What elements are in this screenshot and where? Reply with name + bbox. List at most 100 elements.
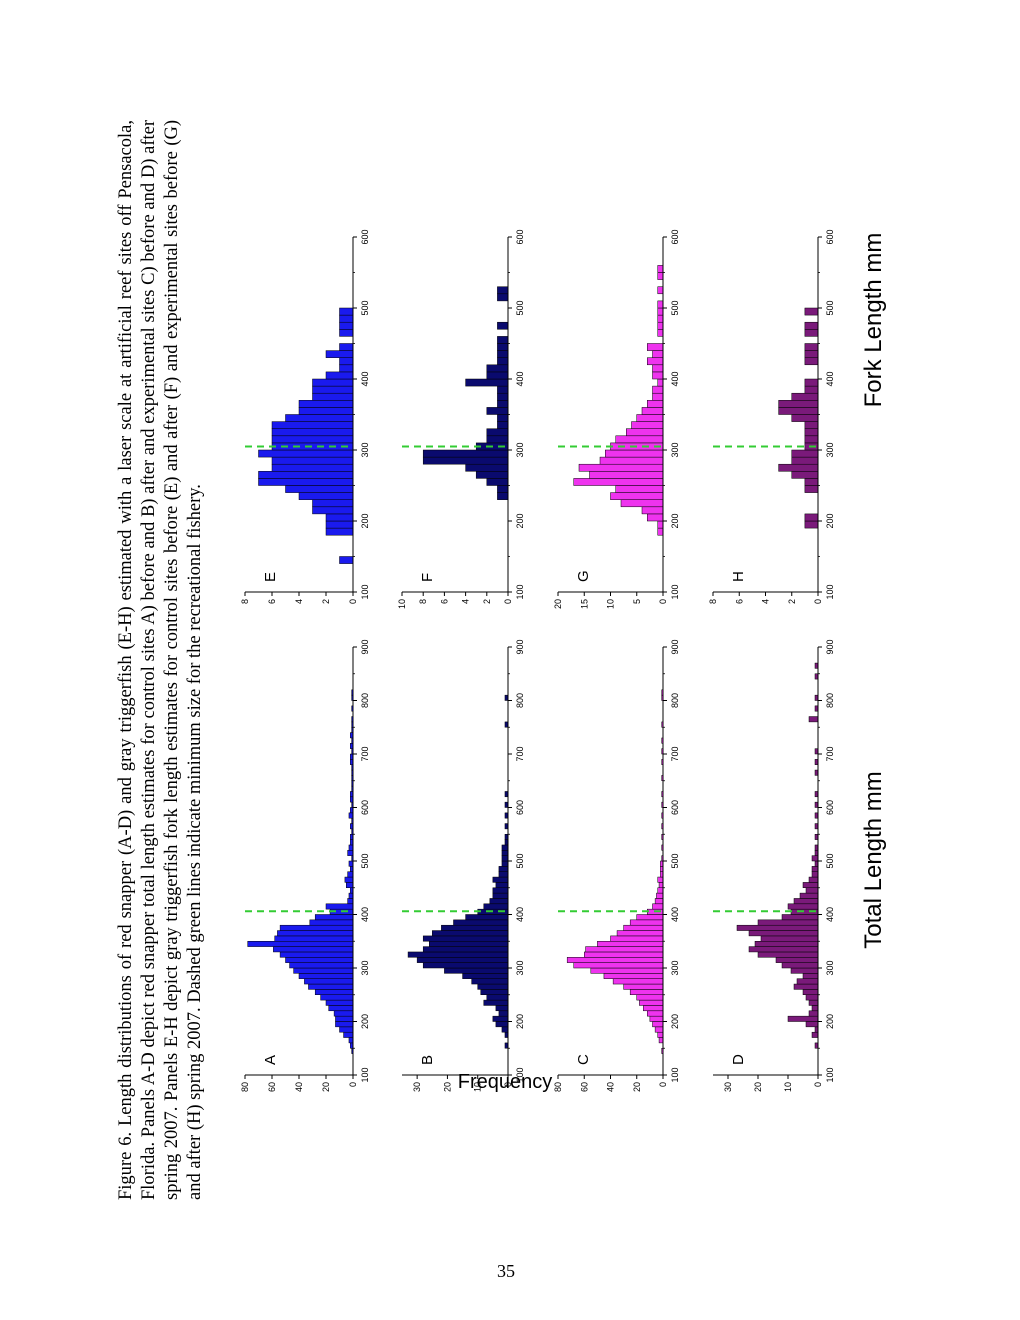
panel-e-x-tick-label: 500	[360, 300, 370, 315]
panel-d-x-tick-label: 500	[825, 853, 835, 868]
panel-a-bar	[343, 1031, 354, 1038]
panel-b-bar	[498, 1010, 509, 1017]
panel-b-bar	[416, 957, 509, 963]
panel-d-bar	[805, 994, 819, 1001]
panel-b-bar	[422, 946, 509, 953]
panel-e-bar	[271, 435, 354, 444]
panel-c-bar	[649, 1015, 664, 1022]
panel-d-bar	[796, 978, 819, 985]
panel-c-bar	[657, 876, 664, 883]
panel-h-bar	[804, 357, 819, 366]
panel-c-bar	[657, 1031, 664, 1038]
panel-d-bar	[808, 876, 819, 883]
panel-h-bar	[804, 421, 819, 429]
panel-c-bar	[654, 898, 664, 905]
panel-a-x-tick-label: 500	[360, 853, 370, 868]
panel-d-x-tick-label: 700	[825, 746, 835, 761]
panel-c-bar	[612, 978, 664, 985]
panel-a-bar	[333, 1010, 354, 1017]
panel-g-bar	[599, 456, 664, 465]
panel-f-bar	[497, 293, 509, 302]
panel-b-bar	[483, 903, 509, 910]
panel-g-bar	[636, 414, 664, 422]
panel-e-bar	[325, 371, 354, 380]
panel-d-x-tick-label: 800	[825, 693, 835, 708]
panel-g-bar	[652, 385, 664, 394]
panel-h-bar	[791, 456, 819, 465]
panel-c-label: C	[575, 1054, 592, 1065]
panel-e-bar	[271, 463, 354, 472]
panel-a-label: A	[262, 1055, 279, 1065]
panel-d-bar	[781, 962, 819, 969]
panel-f-bar	[465, 463, 509, 472]
panel-g-bar	[647, 513, 664, 522]
panel-b-x-tick-label: 700	[515, 746, 525, 761]
panel-f-y-tick-label: 8	[418, 599, 428, 604]
panel-e-label: E	[262, 572, 279, 582]
panel-g-bar	[657, 314, 664, 323]
panel-g-bar	[657, 321, 664, 330]
panel-e-bar	[285, 414, 354, 422]
panel-g-x-tick-label: 200	[670, 513, 680, 528]
panel-b-x-tick-label: 100	[515, 1067, 525, 1082]
panel-b-y-tick-label: 10	[473, 1082, 483, 1092]
panel-f-bar	[422, 456, 509, 465]
panel-b-bar	[501, 850, 509, 856]
panel-b-bar	[444, 967, 509, 974]
panel-h-bar	[778, 407, 819, 415]
panel-h-bar	[804, 520, 819, 529]
panel-f-chart: 100 200 300 400 500 600 0 2 4 6 8 10 F	[397, 229, 525, 609]
panel-g-bar	[647, 343, 664, 351]
panel-d-x-tick-label: 600	[825, 800, 835, 815]
panel-d-bar	[808, 999, 819, 1006]
panel-e-bar	[285, 485, 354, 493]
panel-e-bar	[298, 400, 354, 408]
panel-h-bar	[804, 350, 819, 358]
panel-a-bar	[325, 999, 354, 1006]
panel-d-x-tick-label: 900	[825, 639, 835, 654]
panel-f-bar	[486, 435, 509, 444]
panel-c-x-tick-label: 400	[670, 907, 680, 922]
panel-f-bar	[486, 371, 509, 380]
panel-g-bar	[652, 364, 664, 373]
panel-g-x-tick-label: 300	[670, 442, 680, 457]
panel-f-y-tick-label: 6	[439, 599, 449, 604]
panel-g-bar	[652, 392, 664, 401]
panel-a-bar	[298, 973, 354, 979]
panel-d-x-tick-label: 100	[825, 1067, 835, 1082]
panel-b-bar	[495, 882, 509, 888]
panel-a-bar	[279, 924, 354, 931]
panel-b-label: B	[419, 1055, 436, 1065]
panel-e-x-tick-label: 300	[360, 442, 370, 457]
panel-a-bar	[348, 844, 354, 851]
panel-h-x-tick-label: 500	[825, 300, 835, 315]
panel-c-y-tick-label: 40	[606, 1082, 616, 1092]
panel-g-bar	[610, 492, 664, 500]
panel-d-chart: 100 200 300 400 500 600 700 800 900 0 10 20 30 D	[713, 639, 835, 1092]
panel-b-bar	[480, 989, 509, 995]
panel-a-bar	[308, 983, 354, 990]
panel-g-bar	[652, 371, 664, 380]
panel-b-x-tick-label: 800	[515, 693, 525, 708]
panel-g-chart: 100 200 300 400 500 600 0 5 10 15 20 G	[553, 229, 680, 609]
panel-c-x-tick-label: 600	[670, 800, 680, 815]
panel-b-x-tick-label: 900	[515, 639, 525, 654]
panel-a-x-tick-label: 700	[360, 746, 370, 761]
panel-f-bar	[486, 478, 509, 486]
panel-f-bar	[497, 321, 509, 330]
panel-e-bar	[325, 513, 354, 522]
panel-d-y-tick-label: 10	[783, 1082, 793, 1092]
panel-a-y-tick-label: 20	[321, 1082, 331, 1092]
panel-h-y-tick-label: 6	[734, 599, 744, 604]
panel-e-bar	[271, 456, 354, 465]
panel-h-x-tick-label: 100	[825, 584, 835, 599]
panel-b-bar	[495, 1021, 509, 1028]
panel-a-bar	[277, 930, 354, 937]
panel-b-bar	[465, 914, 509, 921]
panel-a-bar	[346, 882, 354, 888]
panel-c-bar	[573, 962, 664, 969]
panel-e-bar	[325, 520, 354, 529]
panel-b-y-tick-label: 0	[503, 1082, 513, 1087]
